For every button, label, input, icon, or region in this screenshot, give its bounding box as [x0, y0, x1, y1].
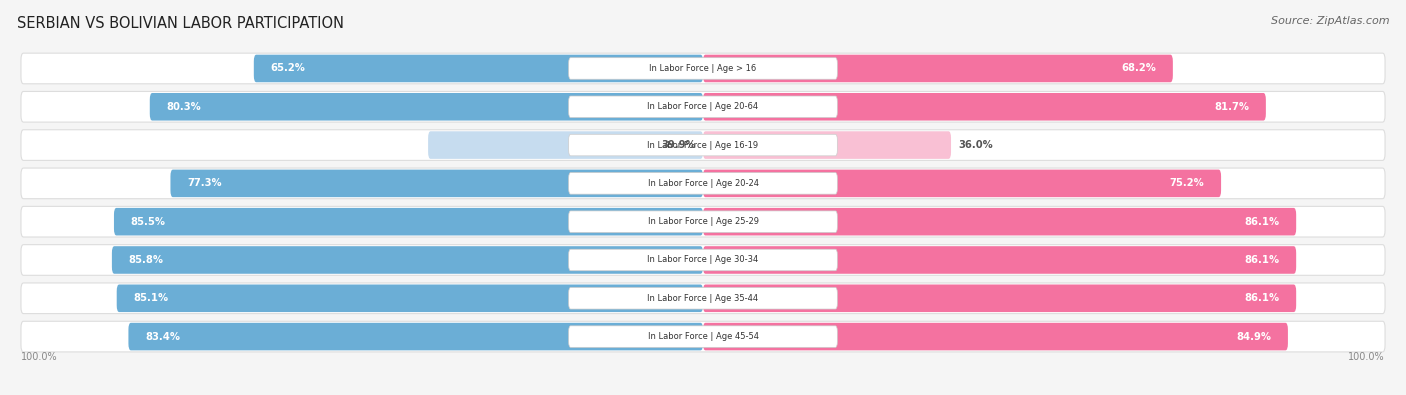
FancyBboxPatch shape	[568, 211, 838, 232]
Text: 84.9%: 84.9%	[1236, 331, 1271, 342]
FancyBboxPatch shape	[703, 93, 1265, 120]
Text: In Labor Force | Age 30-34: In Labor Force | Age 30-34	[647, 256, 759, 265]
FancyBboxPatch shape	[128, 323, 703, 350]
FancyBboxPatch shape	[254, 55, 703, 82]
FancyBboxPatch shape	[568, 326, 838, 347]
FancyBboxPatch shape	[568, 134, 838, 156]
Text: 85.1%: 85.1%	[134, 293, 169, 303]
FancyBboxPatch shape	[150, 93, 703, 120]
FancyBboxPatch shape	[21, 168, 1385, 199]
Text: 86.1%: 86.1%	[1244, 293, 1279, 303]
Text: 100.0%: 100.0%	[1348, 352, 1385, 361]
FancyBboxPatch shape	[427, 131, 703, 159]
FancyBboxPatch shape	[703, 323, 1288, 350]
FancyBboxPatch shape	[568, 288, 838, 309]
Text: 77.3%: 77.3%	[187, 179, 222, 188]
FancyBboxPatch shape	[703, 169, 1220, 197]
FancyBboxPatch shape	[703, 284, 1296, 312]
Text: 86.1%: 86.1%	[1244, 255, 1279, 265]
Text: 100.0%: 100.0%	[21, 352, 58, 361]
Text: In Labor Force | Age > 16: In Labor Force | Age > 16	[650, 64, 756, 73]
FancyBboxPatch shape	[703, 208, 1296, 235]
Text: In Labor Force | Age 35-44: In Labor Force | Age 35-44	[647, 294, 759, 303]
FancyBboxPatch shape	[21, 130, 1385, 160]
Text: 65.2%: 65.2%	[270, 64, 305, 73]
Text: 81.7%: 81.7%	[1215, 102, 1250, 112]
Legend: Serbian, Bolivian: Serbian, Bolivian	[630, 392, 776, 395]
FancyBboxPatch shape	[568, 173, 838, 194]
FancyBboxPatch shape	[568, 58, 838, 79]
Text: In Labor Force | Age 20-64: In Labor Force | Age 20-64	[647, 102, 759, 111]
Text: In Labor Force | Age 45-54: In Labor Force | Age 45-54	[648, 332, 758, 341]
Text: In Labor Force | Age 20-24: In Labor Force | Age 20-24	[648, 179, 758, 188]
FancyBboxPatch shape	[21, 206, 1385, 237]
FancyBboxPatch shape	[568, 96, 838, 118]
FancyBboxPatch shape	[21, 321, 1385, 352]
FancyBboxPatch shape	[21, 53, 1385, 84]
Text: In Labor Force | Age 25-29: In Labor Force | Age 25-29	[648, 217, 758, 226]
FancyBboxPatch shape	[170, 169, 703, 197]
FancyBboxPatch shape	[703, 55, 1173, 82]
Text: 80.3%: 80.3%	[166, 102, 201, 112]
FancyBboxPatch shape	[21, 92, 1385, 122]
Text: 86.1%: 86.1%	[1244, 217, 1279, 227]
FancyBboxPatch shape	[568, 249, 838, 271]
Text: 83.4%: 83.4%	[145, 331, 180, 342]
FancyBboxPatch shape	[117, 284, 703, 312]
FancyBboxPatch shape	[112, 246, 703, 274]
Text: 68.2%: 68.2%	[1122, 64, 1156, 73]
Text: 39.9%: 39.9%	[661, 140, 696, 150]
Text: 85.5%: 85.5%	[131, 217, 166, 227]
Text: In Labor Force | Age 16-19: In Labor Force | Age 16-19	[647, 141, 759, 150]
FancyBboxPatch shape	[703, 131, 950, 159]
Text: SERBIAN VS BOLIVIAN LABOR PARTICIPATION: SERBIAN VS BOLIVIAN LABOR PARTICIPATION	[17, 16, 344, 31]
Text: 75.2%: 75.2%	[1170, 179, 1205, 188]
Text: 85.8%: 85.8%	[128, 255, 163, 265]
Text: 36.0%: 36.0%	[957, 140, 993, 150]
FancyBboxPatch shape	[703, 246, 1296, 274]
FancyBboxPatch shape	[114, 208, 703, 235]
FancyBboxPatch shape	[21, 283, 1385, 314]
FancyBboxPatch shape	[21, 245, 1385, 275]
Text: Source: ZipAtlas.com: Source: ZipAtlas.com	[1271, 16, 1389, 26]
